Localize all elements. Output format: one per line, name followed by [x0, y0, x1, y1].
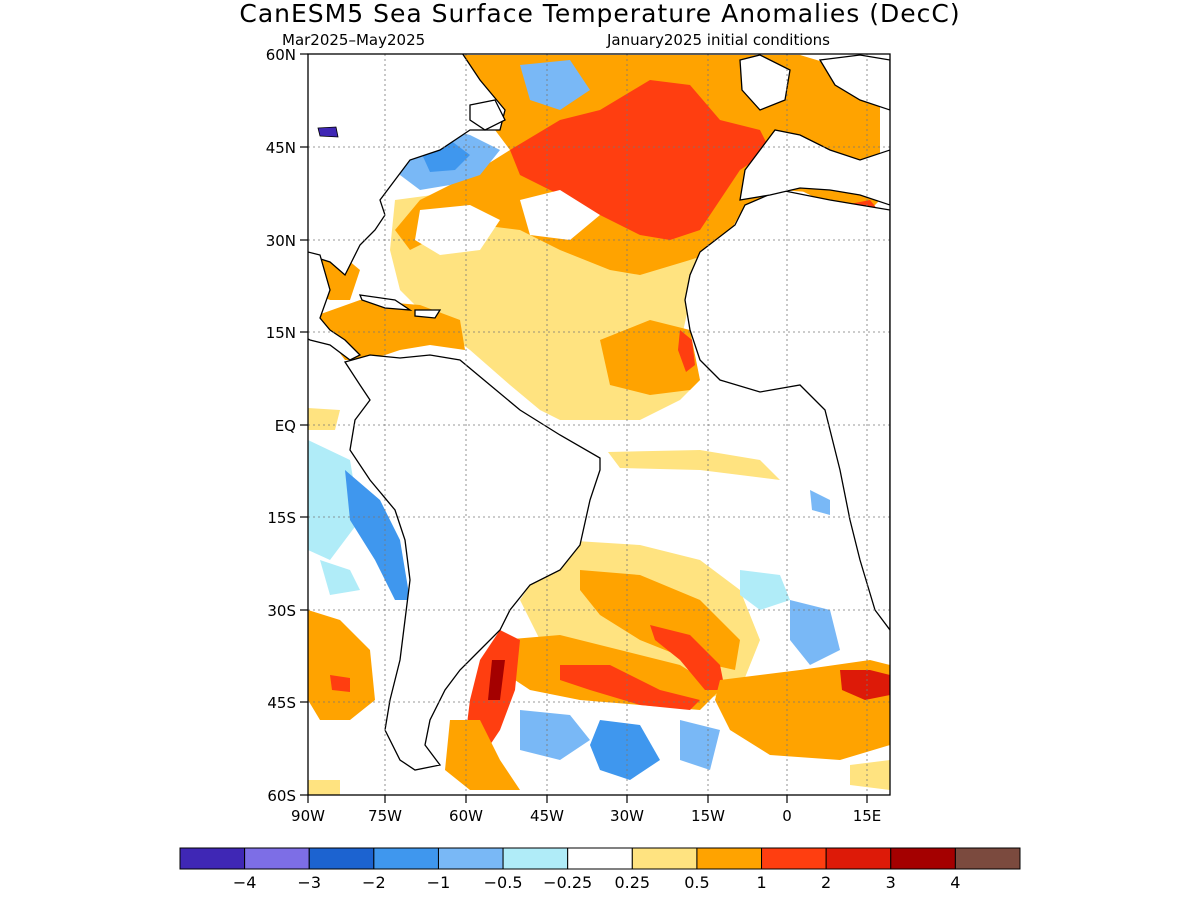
map-title: CanESM5 Sea Surface Temperature Anomalie… [239, 0, 960, 28]
colorbar-swatch [890, 847, 956, 870]
colorbar-label: −2 [362, 873, 386, 892]
lat-label: 30S [267, 602, 296, 620]
colorbar-label: 2 [821, 873, 831, 892]
lon-label: 90W [291, 807, 325, 825]
colorbar-label: −1 [427, 873, 451, 892]
colorbar-swatch [954, 847, 1021, 870]
lon-label: 0 [782, 807, 792, 825]
colorbar-label: 4 [950, 873, 960, 892]
longitude-labels: 90W 75W 60W 45W 30W 15W 0 15E [291, 807, 881, 825]
colorbar-swatch [502, 847, 569, 870]
lat-label: 45N [266, 139, 296, 157]
latitude-labels: 60N 45N 30N 15N EQ 15S 30S 45S 60S [266, 46, 296, 805]
lat-label: 30N [266, 232, 296, 250]
lon-label: 45W [530, 807, 564, 825]
lat-label: 60N [266, 46, 296, 64]
colorbar-swatch [179, 847, 246, 870]
colorbar-swatch [244, 847, 310, 870]
colorbar-swatch [373, 847, 439, 870]
colorbar-label: −0.5 [484, 873, 523, 892]
subtitle-period: Mar2025–May2025 [282, 31, 425, 49]
lat-label: 60S [267, 787, 296, 805]
colorbar-swatch [825, 847, 892, 870]
colorbar-swatch [696, 847, 763, 870]
lon-label: 75W [368, 807, 402, 825]
great-lakes-marker [317, 126, 339, 138]
axis-ticks [300, 53, 868, 803]
lon-label: 15W [691, 807, 725, 825]
gridlines [308, 54, 890, 795]
lat-label: 15S [267, 509, 296, 527]
colorbar-label: 0.25 [614, 873, 650, 892]
lon-label: 15E [853, 807, 882, 825]
colorbar-label: 0.5 [684, 873, 709, 892]
lon-label: 60W [449, 807, 483, 825]
lat-label: 45S [267, 694, 296, 712]
colorbar-swatch [761, 847, 827, 870]
colorbar-labels: −4 −3 −2 −1 −0.5 −0.25 0.25 0.5 1 2 3 4 [233, 873, 961, 892]
colorbar-swatch [631, 847, 698, 870]
land-layer [308, 54, 890, 771]
colorbar-swatch [437, 847, 504, 870]
colorbar-label: −0.25 [543, 873, 592, 892]
colorbar [179, 847, 1021, 870]
subtitle-initial-conditions: January2025 initial conditions [606, 31, 830, 49]
lon-label: 30W [610, 807, 644, 825]
colorbar-label: −3 [297, 873, 321, 892]
lat-label: 15N [266, 324, 296, 342]
colorbar-swatch [308, 847, 375, 870]
colorbar-label: 1 [756, 873, 766, 892]
colorbar-label: 3 [886, 873, 896, 892]
lat-label: EQ [275, 417, 296, 435]
colorbar-label: −4 [233, 873, 257, 892]
colorbar-swatch [567, 847, 633, 870]
map-area [308, 54, 890, 795]
